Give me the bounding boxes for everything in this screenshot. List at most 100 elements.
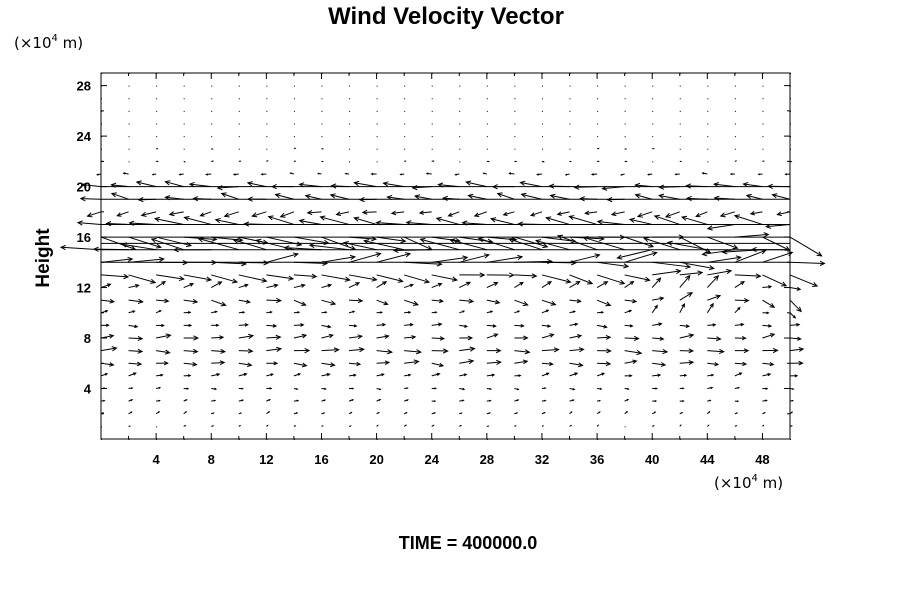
wind-vector xyxy=(679,302,685,314)
wind-vector xyxy=(771,193,791,200)
wind-vector xyxy=(707,148,709,150)
wind-vector xyxy=(707,136,709,138)
wind-vector xyxy=(128,85,130,87)
wind-vector xyxy=(431,136,433,138)
wind-vector xyxy=(431,148,433,150)
wind-vector xyxy=(569,347,585,353)
wind-vector xyxy=(459,110,461,112)
wind-vector xyxy=(266,387,273,390)
wind-vector xyxy=(707,110,709,112)
wind-vector xyxy=(685,195,708,202)
wind-vector xyxy=(447,211,460,217)
wind-vector xyxy=(596,281,609,288)
wind-vector xyxy=(211,236,244,243)
wind-vector xyxy=(664,211,680,218)
wind-vector xyxy=(298,218,322,225)
wind-vector xyxy=(183,123,185,125)
wind-vector xyxy=(628,217,653,225)
wind-vector xyxy=(122,172,129,175)
wind-vector xyxy=(100,373,109,377)
wind-vector xyxy=(376,123,378,125)
wind-vector xyxy=(707,236,739,250)
wind-vector xyxy=(459,136,461,138)
wind-vector xyxy=(128,324,139,329)
wind-vector xyxy=(624,280,635,288)
wind-vector xyxy=(486,148,488,150)
wind-vector xyxy=(486,85,488,87)
wind-vector xyxy=(679,424,682,427)
wind-vector xyxy=(541,324,552,328)
wind-vector xyxy=(376,281,388,288)
wind-vector xyxy=(496,192,515,200)
wind-vector xyxy=(701,249,735,257)
wind-vector xyxy=(376,424,379,427)
wind-vector xyxy=(431,322,443,327)
wind-vector xyxy=(128,123,130,125)
wind-vector xyxy=(431,348,449,354)
wind-vector xyxy=(348,411,353,415)
wind-vector xyxy=(486,282,499,289)
wind-vector xyxy=(459,253,490,263)
wind-vector xyxy=(128,348,144,354)
wind-vector xyxy=(128,274,157,284)
wind-vector xyxy=(293,362,308,368)
wind-vector xyxy=(762,333,776,339)
wind-vector xyxy=(541,347,560,353)
wind-vector xyxy=(486,254,524,263)
wind-vector xyxy=(321,123,323,125)
wind-vector xyxy=(376,236,407,244)
wind-vector xyxy=(652,110,654,112)
wind-vector xyxy=(486,359,502,365)
wind-vector xyxy=(260,173,267,176)
wind-vector xyxy=(541,123,543,125)
wind-vector xyxy=(183,148,185,150)
wind-vector xyxy=(529,211,543,217)
wind-vector xyxy=(762,373,772,377)
wind-vector xyxy=(679,324,691,328)
wind-vector xyxy=(647,173,653,176)
wind-vector xyxy=(431,311,438,314)
wind-vector xyxy=(624,374,633,378)
wind-vector xyxy=(348,399,355,402)
wind-vector xyxy=(431,255,469,263)
wind-vector xyxy=(404,85,406,87)
wind-vector xyxy=(459,425,462,427)
wind-vector xyxy=(211,387,218,391)
wind-vector xyxy=(293,273,318,279)
wind-vector xyxy=(100,283,112,289)
wind-vector xyxy=(274,193,295,200)
wind-vector xyxy=(569,298,582,304)
wind-vector xyxy=(349,136,351,138)
wind-vector xyxy=(486,399,492,402)
wind-vector xyxy=(321,98,323,100)
wind-vector xyxy=(734,273,762,279)
wind-vector xyxy=(431,85,433,87)
wind-vector xyxy=(335,211,350,217)
wind-vector xyxy=(789,260,826,266)
wind-vector xyxy=(151,173,157,176)
wind-vector xyxy=(789,236,823,257)
wind-vector xyxy=(183,85,185,87)
wind-vector xyxy=(266,123,268,125)
wind-vector xyxy=(679,123,681,125)
wind-vector xyxy=(459,236,494,244)
wind-vector xyxy=(321,387,327,390)
wind-vector xyxy=(508,172,515,175)
wind-vector xyxy=(514,374,522,378)
wind-vector xyxy=(110,192,129,200)
wind-vector xyxy=(514,123,516,125)
wind-vector xyxy=(584,210,598,216)
wind-vector xyxy=(514,236,549,249)
wind-vector xyxy=(597,136,599,138)
wind-vector xyxy=(596,324,608,329)
wind-vector xyxy=(459,387,466,391)
wind-vector xyxy=(707,98,709,100)
wind-vector xyxy=(211,412,215,415)
wind-vector xyxy=(789,286,802,291)
wind-vector xyxy=(238,311,246,314)
wind-vector xyxy=(624,309,633,314)
wind-vector xyxy=(306,210,322,216)
wind-vector xyxy=(183,335,200,341)
wind-vector xyxy=(348,282,361,289)
wind-vector xyxy=(238,148,240,150)
